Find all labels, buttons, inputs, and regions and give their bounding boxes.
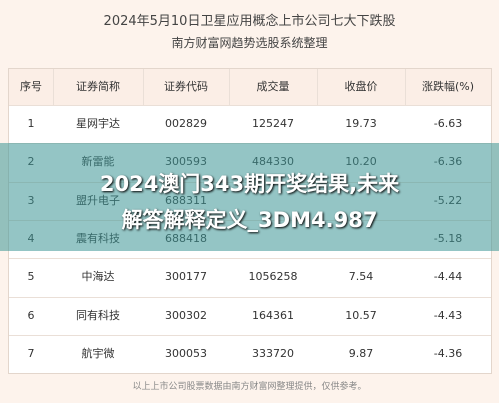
row-line — [9, 105, 491, 106]
cell: 7 — [27, 346, 35, 360]
row-line — [9, 334, 491, 336]
cell: 9.87 — [348, 346, 374, 360]
cell: 同有科技 — [76, 308, 120, 322]
cell: -4.43 — [433, 308, 463, 322]
column-header: 证券代码 — [164, 80, 208, 93]
cell: 10.57 — [345, 308, 377, 322]
cell: 星网宇达 — [76, 117, 120, 130]
cell: 300302 — [165, 308, 207, 322]
cell: 164361 — [252, 308, 294, 322]
cell: 航宇微 — [81, 346, 115, 360]
overlay-text: 2024澳门343期开奖结果,未来 — [99, 172, 400, 196]
overlay-band — [0, 143, 499, 251]
column-header: 收盘价 — [344, 80, 378, 93]
column-header: 成交量 — [256, 80, 290, 93]
divider — [143, 69, 144, 105]
column-header: 序号 — [20, 80, 42, 93]
cell: 300177 — [165, 270, 207, 284]
cell: 1056258 — [248, 270, 298, 284]
divider — [405, 69, 406, 105]
cell: 7.54 — [348, 270, 374, 284]
cell: 333720 — [252, 346, 294, 360]
divider — [317, 69, 318, 105]
divider — [53, 69, 54, 105]
divider — [229, 69, 230, 105]
title: 2024年5月10日卫星应用概念上市公司七大下跌股 — [103, 14, 396, 29]
cell: 中海达 — [81, 270, 115, 284]
cell: 125247 — [252, 117, 294, 130]
cell: 300053 — [165, 346, 207, 360]
subtitle: 南方财富网趋势选股系统整理 — [171, 36, 328, 50]
header-bg — [9, 69, 491, 105]
cell: -4.44 — [433, 270, 463, 284]
overlay-text: 解答解释定义_3DM4.987 — [121, 208, 378, 232]
row-line — [9, 296, 491, 298]
row-line — [9, 258, 491, 260]
cell: 5 — [27, 270, 35, 284]
cell: 6 — [27, 308, 35, 322]
footer: 以上上市公司股票数据由南方财富网整理提供，仅供参考。 — [132, 382, 367, 392]
column-header: 证券简称 — [76, 80, 120, 93]
cell: 002829 — [165, 117, 207, 130]
cell: 19.73 — [345, 117, 377, 130]
column-header: 涨跌幅(%) — [421, 80, 475, 93]
cell: 1 — [27, 117, 35, 130]
cell: -6.63 — [433, 117, 463, 130]
cell: -4.36 — [433, 346, 463, 360]
